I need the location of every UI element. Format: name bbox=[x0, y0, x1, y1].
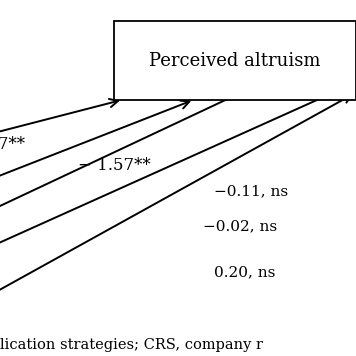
Text: lication strategies; CRS, company r: lication strategies; CRS, company r bbox=[0, 339, 263, 352]
Text: −0.11, ns: −0.11, ns bbox=[214, 184, 288, 199]
Bar bbox=[114, 21, 356, 100]
Text: Perceived altruism: Perceived altruism bbox=[149, 52, 321, 69]
Text: .77**: .77** bbox=[0, 136, 25, 153]
Text: 0.20, ns: 0.20, ns bbox=[214, 265, 275, 279]
Text: − 1.57**: − 1.57** bbox=[78, 157, 151, 174]
Text: −0.02, ns: −0.02, ns bbox=[203, 219, 277, 233]
